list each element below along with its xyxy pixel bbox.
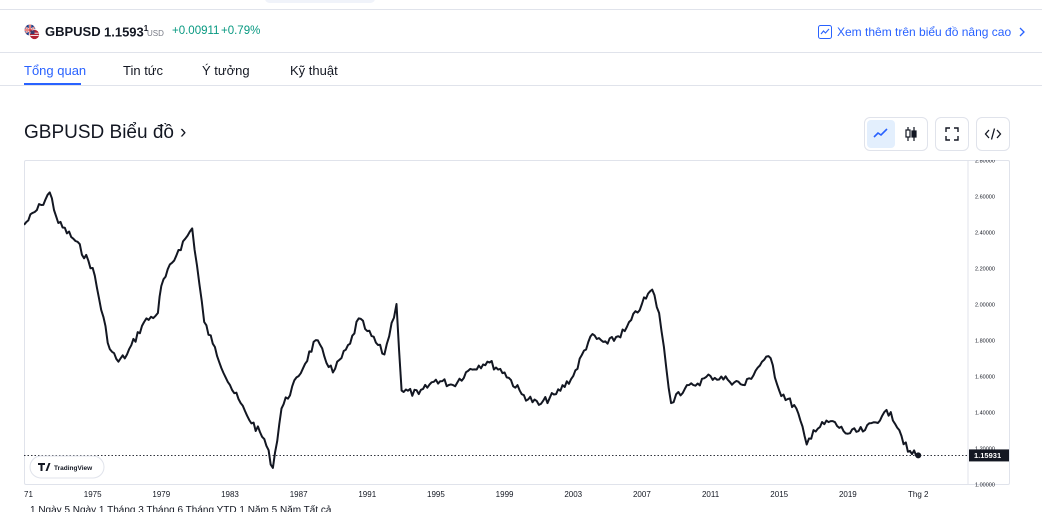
symbol-name: GBPUSD [45, 24, 101, 39]
fullscreen-button[interactable] [935, 117, 969, 151]
y-tick-label: 1.40000 [975, 411, 995, 417]
x-tick-label: 1999 [496, 490, 514, 499]
tab-overview[interactable]: Tổng quan [24, 63, 87, 78]
y-tick-label: 2.40000 [975, 231, 995, 237]
time-axis: 71 1975 1979 1983 1987 1991 1995 1999 2003 2007 20… [24, 490, 929, 499]
y-tick-label: 2.00000 [975, 303, 995, 309]
price-series-line [24, 191, 919, 469]
y-tick-label: 1.80000 [975, 339, 995, 345]
x-tick-label: 2015 [770, 490, 788, 499]
embed-button[interactable] [976, 117, 1010, 151]
x-tick-label: 2003 [564, 490, 582, 499]
last-price: 1.15931 [104, 24, 149, 40]
x-tick-label: 2011 [702, 490, 720, 499]
line-chart-icon [873, 128, 888, 138]
chevron-right-icon: › [179, 122, 187, 143]
chevron-right-icon [1019, 27, 1026, 37]
y-tick-label: 2.60000 [975, 195, 995, 201]
tab-news[interactable]: Tin tức [123, 63, 164, 78]
search-pill[interactable] [265, 0, 375, 3]
line-chart-button[interactable] [867, 120, 895, 148]
x-tick-label: 2007 [633, 490, 651, 499]
y-tick-label: 2.20000 [975, 267, 995, 273]
top-strip [0, 0, 1042, 10]
price-currency: USD [147, 29, 164, 38]
gbp-usd-flag-icon [24, 24, 40, 40]
x-tick-label: 71 [24, 490, 33, 499]
symbol-header: GBPUSD 1.15931 USD +0.00911 +0.79% Xem t… [0, 11, 1042, 53]
chart-title: GBPUSD Biểu đồ [24, 122, 174, 143]
last-price-badge: 1.15931 [969, 449, 1009, 462]
advanced-chart-link[interactable]: Xem thêm trên biểu đồ nâng cao [818, 24, 1026, 40]
price-change-percent: +0.79% [221, 25, 261, 37]
range-selector[interactable]: 1 Ngày 5 Ngày 1 Tháng 3 Tháng 6 Tháng YT… [30, 505, 332, 512]
chart-title-link[interactable]: GBPUSD Biểu đồ › [24, 122, 186, 144]
x-tick-label: 1987 [290, 490, 308, 499]
x-tick-label: 1975 [84, 490, 102, 499]
chart-box-icon [818, 25, 832, 39]
tradingview-logo-icon [38, 463, 51, 471]
tab-ideas[interactable]: Ý tưởng [202, 63, 250, 78]
x-tick-label: 1979 [152, 490, 170, 499]
tab-bar: Tổng quan Tin tức Ý tưởng Kỹ thuật [0, 54, 1042, 86]
x-tick-label: 1995 [427, 490, 445, 499]
x-tick-label: Thg 2 [908, 490, 929, 499]
price-chart[interactable]: 2.80000 2.60000 2.40000 2.20000 2.00000 1.800… [24, 160, 1010, 505]
x-tick-label: 2019 [839, 490, 857, 499]
x-tick-label: 1991 [358, 490, 376, 499]
y-tick-label: 2.80000 [975, 160, 995, 165]
x-tick-label: 1983 [221, 490, 239, 499]
chart-style-toggle [864, 117, 928, 151]
last-price-dot [915, 452, 922, 459]
fullscreen-icon [945, 127, 959, 141]
candlestick-icon [905, 127, 917, 141]
price-axis: 2.80000 2.60000 2.40000 2.20000 2.00000 1.800… [975, 160, 995, 489]
y-tick-label: 1.60000 [975, 375, 995, 381]
chart-panel [24, 160, 1010, 485]
tab-technicals[interactable]: Kỹ thuật [290, 63, 338, 78]
watermark-label: TradingView [54, 465, 93, 472]
price-change: +0.00911 [172, 25, 220, 37]
candlestick-button[interactable] [897, 120, 925, 148]
advanced-chart-link-label: Xem thêm trên biểu đồ nâng cao [837, 25, 1012, 39]
tradingview-watermark: TradingView [29, 455, 105, 479]
embed-code-icon [984, 128, 1002, 140]
svg-text:1.15931: 1.15931 [974, 451, 1001, 460]
y-tick-label: 1.00000 [975, 483, 995, 489]
active-tab-indicator [24, 83, 81, 85]
